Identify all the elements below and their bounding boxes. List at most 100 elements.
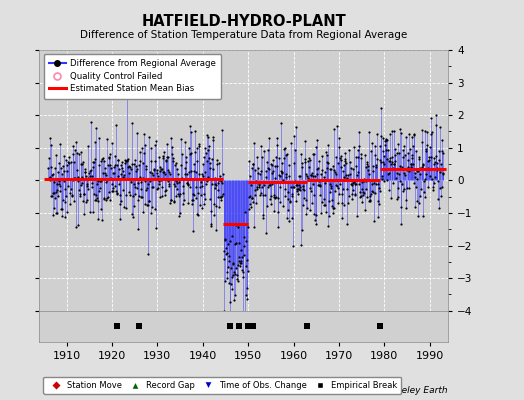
Point	[150, 176, 158, 182]
Point	[251, 187, 259, 194]
Point	[127, 166, 135, 172]
Point	[246, 200, 254, 207]
Point	[174, 179, 183, 185]
Point	[253, 154, 261, 160]
Point	[216, 194, 224, 200]
Point	[297, 242, 305, 248]
Point	[342, 160, 350, 166]
Point	[299, 202, 308, 208]
Point	[245, 206, 254, 212]
Point	[127, 120, 136, 126]
Point	[94, 198, 103, 204]
Point	[94, 162, 103, 168]
Point	[380, 153, 389, 160]
Point	[421, 148, 430, 154]
Point	[361, 206, 369, 213]
Point	[381, 147, 390, 153]
Point	[182, 180, 191, 186]
Point	[282, 170, 290, 177]
Point	[431, 174, 439, 180]
Point	[431, 159, 439, 166]
Point	[281, 173, 290, 180]
Point	[125, 170, 133, 176]
Point	[289, 184, 298, 190]
Point	[75, 190, 84, 197]
Point	[219, 127, 227, 133]
Point	[323, 142, 332, 148]
Point	[430, 155, 439, 161]
Point	[277, 120, 285, 126]
Point	[52, 152, 60, 158]
Point	[60, 168, 68, 174]
Point	[383, 176, 391, 183]
Point	[187, 129, 195, 136]
Point	[89, 208, 97, 215]
Point	[167, 197, 175, 203]
Point	[330, 204, 338, 211]
Point	[175, 213, 183, 220]
Point	[230, 297, 238, 303]
Point	[66, 176, 74, 182]
Text: Berkeley Earth: Berkeley Earth	[381, 386, 448, 395]
Point	[408, 134, 416, 140]
Point	[92, 196, 100, 203]
Point	[433, 167, 441, 174]
Point	[313, 166, 321, 172]
Point	[164, 154, 172, 160]
Point	[276, 173, 284, 179]
Point	[205, 196, 214, 202]
Point	[417, 186, 425, 193]
Point	[229, 261, 237, 267]
Point	[95, 188, 103, 194]
Point	[104, 154, 113, 160]
Point	[98, 217, 106, 223]
Point	[191, 184, 200, 190]
Point	[424, 184, 432, 190]
Point	[362, 163, 370, 170]
Point	[201, 144, 209, 151]
Point	[113, 190, 121, 196]
Point	[399, 170, 408, 176]
Point	[389, 179, 397, 186]
Point	[63, 176, 72, 182]
Point	[256, 143, 265, 149]
Point	[389, 160, 398, 167]
Point	[416, 171, 424, 177]
Point	[409, 142, 417, 149]
Point	[134, 197, 143, 203]
Point	[417, 166, 425, 172]
Point	[206, 221, 215, 227]
Point	[352, 181, 360, 188]
Point	[326, 166, 335, 172]
Point	[183, 171, 191, 177]
Point	[185, 151, 194, 158]
Point	[264, 184, 272, 190]
Point	[184, 200, 192, 206]
Point	[90, 159, 98, 165]
Point	[60, 186, 69, 192]
Point	[318, 153, 326, 160]
Point	[73, 178, 82, 184]
Point	[198, 205, 206, 212]
Point	[110, 164, 118, 171]
Point	[315, 158, 323, 164]
Point	[343, 175, 352, 182]
Point	[236, 262, 244, 269]
Point	[58, 206, 66, 212]
Point	[365, 129, 373, 136]
Point	[402, 205, 411, 212]
Point	[394, 194, 402, 200]
Point	[331, 169, 339, 176]
Point	[260, 178, 268, 185]
Point	[404, 150, 412, 156]
Point	[364, 163, 373, 169]
Point	[226, 265, 235, 271]
Point	[281, 193, 289, 199]
Point	[123, 90, 132, 96]
Point	[212, 182, 220, 188]
Point	[401, 172, 409, 178]
Point	[275, 172, 283, 178]
Point	[348, 182, 356, 188]
Point	[197, 192, 205, 198]
Point	[194, 143, 203, 149]
